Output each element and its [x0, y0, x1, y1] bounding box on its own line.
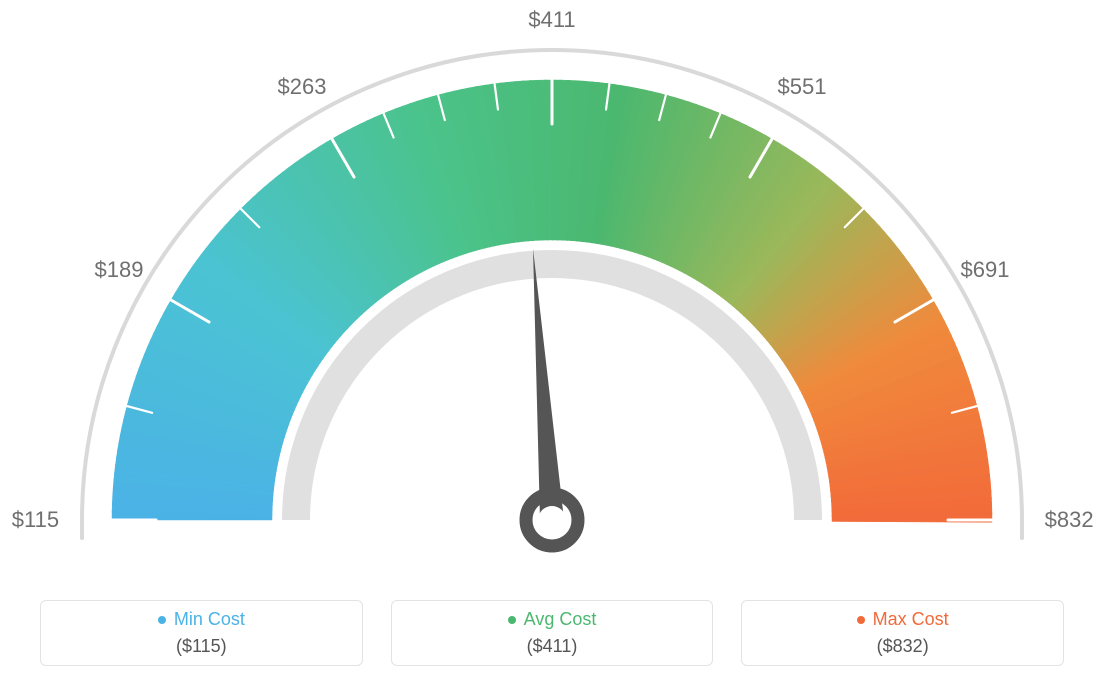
legend-card: Avg Cost ($411) — [391, 600, 714, 666]
legend-value: ($411) — [527, 636, 578, 657]
legend-title: Min Cost — [174, 609, 245, 630]
legend-title-line: Avg Cost — [508, 609, 597, 630]
legend-dot — [158, 616, 166, 624]
legend-title: Avg Cost — [524, 609, 597, 630]
gauge-tick-label: $115 — [12, 507, 59, 533]
gauge-container: $115 $189 $263 $411 $551 $691 $832 — [0, 0, 1104, 560]
legend-title-line: Max Cost — [857, 609, 949, 630]
gauge-svg — [0, 0, 1104, 560]
gauge-tick-label: $832 — [1045, 507, 1094, 533]
legend-value: ($832) — [877, 636, 929, 657]
gauge-tick-label: $691 — [961, 257, 1010, 283]
legend-title-line: Min Cost — [158, 609, 245, 630]
legend-card: Min Cost ($115) — [40, 600, 363, 666]
gauge-tick-label: $189 — [95, 257, 144, 283]
legend-title: Max Cost — [873, 609, 949, 630]
gauge-tick-label: $411 — [528, 7, 575, 33]
cost-gauge-stage: $115 $189 $263 $411 $551 $691 $832 Min Cost ($1… — [0, 0, 1104, 690]
gauge-tick-label: $551 — [778, 74, 827, 100]
legend-row: Min Cost ($115) Avg Cost ($411) Max Cost ($83… — [0, 580, 1104, 690]
legend-value: ($115) — [176, 636, 227, 657]
legend-card: Max Cost ($832) — [741, 600, 1064, 666]
legend-dot — [857, 616, 865, 624]
legend-dot — [508, 616, 516, 624]
gauge-tick-label: $263 — [278, 74, 327, 100]
